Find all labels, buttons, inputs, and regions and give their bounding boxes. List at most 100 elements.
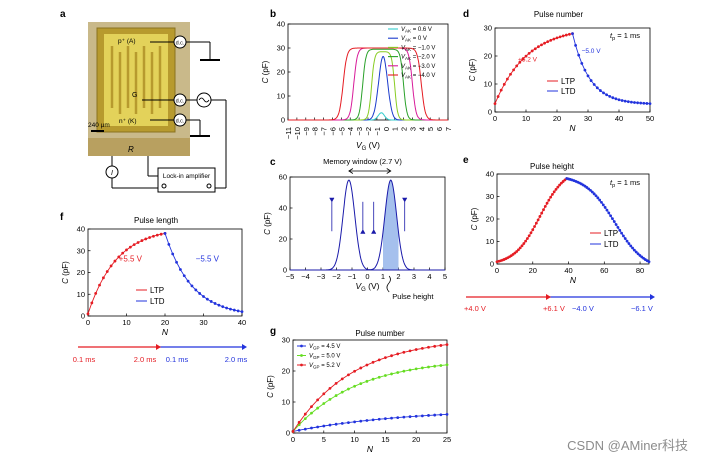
series-f-1-point (190, 284, 194, 288)
chart-d-title: Pulse number (534, 10, 584, 19)
arrowhead-f-ltd (242, 344, 247, 350)
shaded-region (383, 180, 399, 270)
series-e-1-point (589, 188, 592, 192)
series-e-1-point (625, 239, 629, 243)
series-f-0-point (159, 232, 163, 236)
series-d-1-line (572, 33, 651, 105)
series-d-0-point (515, 64, 519, 68)
series-g-1-point (408, 368, 412, 372)
series-e-0-point (522, 242, 526, 245)
series-e-1-point (618, 228, 622, 232)
series-g-0-point (334, 422, 338, 426)
series-e-1-point (620, 231, 623, 235)
series-d-1-point (642, 101, 646, 105)
x-tick-label: −4 (301, 272, 310, 281)
series-e-1-point (627, 242, 631, 245)
x-tick-label: 0 (493, 114, 497, 123)
arrow-f-label-2: 2.0 ms (134, 355, 157, 364)
dc-source-top (173, 35, 187, 49)
y-axis-label: C (pF) (261, 60, 270, 83)
panel-letter: f (60, 212, 64, 223)
terminal-g-label: G (132, 92, 137, 99)
series-g-2-point (316, 398, 320, 402)
x-axis-label: N (569, 123, 576, 133)
series-g-0-point (377, 417, 381, 421)
series-e-0-point (558, 183, 561, 187)
series-f-1-point (179, 268, 182, 271)
y-tick-label: 10 (282, 398, 290, 407)
x-tick-label: 4 (427, 272, 431, 281)
y-tick-label: 20 (484, 52, 492, 61)
series-g-0-point (310, 426, 313, 430)
chart-c: −5 −4 −3 −2 −1 0 1 2 3 4 5 0 20 40 60 C (pF) VG (V) c Memo… (263, 157, 447, 301)
chip-bottom-rail (88, 138, 190, 156)
series-e-1-point (601, 203, 605, 207)
chart-e: 0 20 40 60 80 0 10 20 30 40 C (pF) Ne Pulse height tp… (463, 155, 651, 285)
x-tick-label: 2 (396, 272, 400, 281)
arrowhead-e-ltp (546, 294, 551, 300)
series-d-0-point (509, 72, 512, 76)
series-g-1-point (347, 387, 350, 391)
series-f-0-point (125, 248, 128, 252)
series-d-1-point (574, 43, 577, 47)
chart-g-title: Pulse number (355, 329, 405, 338)
x-tick-label: −1 (348, 272, 357, 281)
dc-source-bottom-label: d.c. (176, 119, 185, 125)
series-g-1-point (414, 367, 418, 371)
x-axis-label: N (570, 275, 577, 285)
series-d-1-point (630, 100, 633, 104)
series-g-0-point (371, 418, 375, 422)
series-c-1 (290, 179, 445, 271)
series-f-0-point (113, 259, 117, 263)
series-f-1-point (186, 279, 190, 283)
x-tick-label: −4 (346, 127, 355, 136)
series-f-1-point (236, 309, 240, 313)
lock-in-amplifier (157, 167, 216, 193)
series-b-2 (288, 51, 448, 121)
series-e-1-line (566, 178, 650, 263)
x-tick-label: 4 (417, 127, 426, 131)
series-e-1-point (636, 252, 640, 256)
y-tick-label: 30 (277, 44, 285, 53)
plot-frame (292, 339, 448, 434)
y-axis-label: C (pF) (263, 212, 272, 235)
series-g-2-point (359, 366, 363, 370)
series-f-0-point (148, 236, 152, 239)
series-d-0-point (552, 37, 556, 41)
series-f-0-point (109, 264, 113, 268)
series-e-1-point (632, 248, 636, 252)
series-f-0-point (132, 243, 136, 247)
series-d-0-point (564, 33, 568, 37)
series-d-1-point (571, 32, 574, 35)
series-e-1-point (611, 217, 614, 221)
series-d-0-point (546, 40, 550, 44)
plot-frame (87, 228, 243, 317)
series-g-1-point (420, 366, 424, 370)
series-g-2-point (420, 346, 424, 350)
series-g-2-point (328, 386, 332, 390)
series-g-1-point (310, 411, 313, 415)
series-f-1-point (229, 307, 232, 311)
series-e-0-point (536, 218, 540, 222)
x-tick-label: −7 (320, 127, 329, 136)
series-f-0-point (121, 251, 125, 255)
series-g-1-point (445, 363, 449, 367)
series-e-1-point (592, 192, 596, 196)
plot-frame (289, 176, 446, 271)
series-e-0-point (542, 208, 545, 212)
series-d-1-point (614, 97, 618, 101)
arrow-e-label-3: −4.0 V (572, 304, 594, 313)
series-e-1-point (607, 211, 611, 215)
series-e-1-point (623, 237, 627, 240)
interdigit-fingers (110, 46, 162, 114)
y-tick-label: 20 (77, 268, 85, 277)
series-d-1-point (583, 68, 587, 72)
x-tick-label: 40 (615, 114, 623, 123)
x-tick-label: 10 (522, 114, 530, 123)
series-d-0-point (499, 88, 503, 92)
legend-g-label: VGP = 5.2 V (309, 363, 340, 370)
series-f-0-point (155, 233, 159, 237)
series-d-0-point (533, 47, 537, 51)
x-tick-label: −8 (311, 127, 320, 136)
